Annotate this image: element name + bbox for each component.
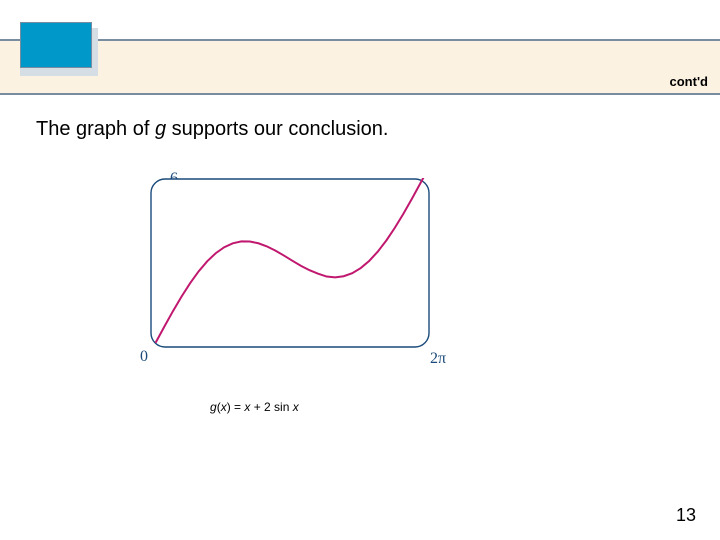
chart — [150, 178, 450, 368]
intro-part2: supports our conclusion. — [166, 118, 388, 140]
caption-rhs3: x — [293, 400, 299, 414]
intro-part1: The graph of — [36, 118, 155, 140]
accent-block — [20, 22, 92, 68]
intro-text: The graph of g supports our conclusion. — [36, 118, 388, 141]
intro-var: g — [155, 118, 166, 140]
continued-label: cont'd — [670, 74, 708, 89]
header-band — [0, 39, 720, 95]
caption-func: g — [210, 400, 217, 414]
caption-eq: = — [231, 400, 245, 414]
page-number: 13 — [676, 505, 696, 526]
chart-caption: g(x) = x + 2 sin x — [210, 400, 299, 414]
x-right-label: 2π — [430, 350, 446, 368]
caption-arg: x — [221, 400, 227, 414]
y-bottom-label: 0 — [140, 348, 148, 366]
caption-rhs2: + 2 sin — [250, 400, 292, 414]
chart-svg — [150, 178, 430, 348]
